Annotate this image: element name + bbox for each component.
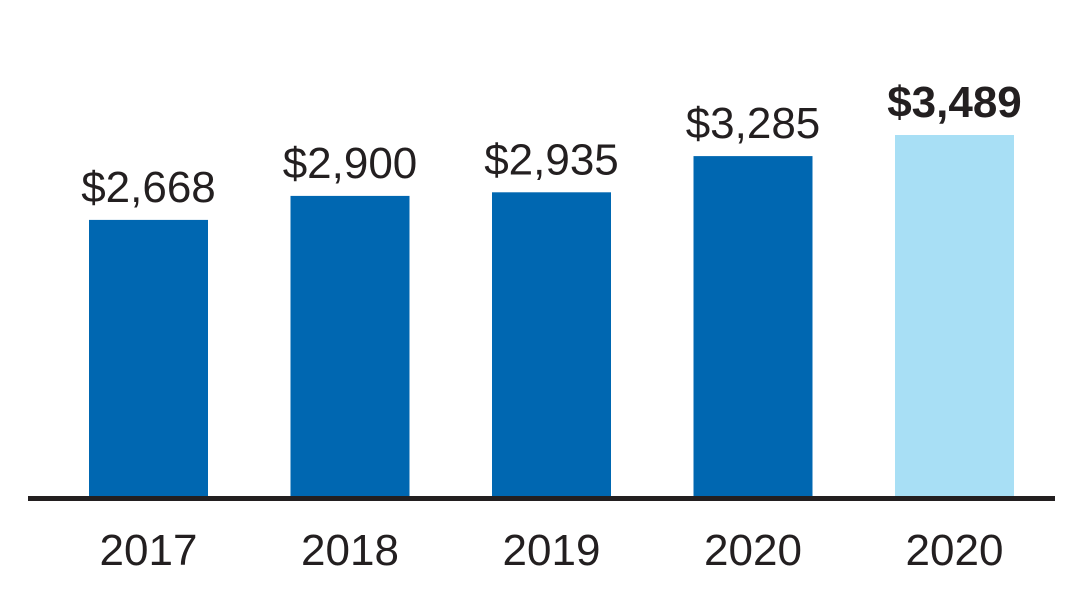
bars <box>89 135 1014 497</box>
x-tick-label-1: 2018 <box>301 526 399 575</box>
bar-2 <box>492 192 611 497</box>
bar-4 <box>895 135 1014 496</box>
x-axis-tick-labels: 2017 2018 2019 2020 2020 <box>100 526 1004 575</box>
x-tick-label-0: 2017 <box>100 526 198 575</box>
bar-1 <box>290 195 410 496</box>
bar-0 <box>89 219 208 496</box>
data-label-3: $3,285 <box>686 99 821 148</box>
data-labels: $2,668 $2,900 $2,935 $3,285 $3,489 <box>81 78 1022 212</box>
x-tick-label-2: 2019 <box>503 526 601 575</box>
data-label-1: $2,900 <box>283 139 418 188</box>
x-tick-label-4: 2020 <box>906 526 1004 575</box>
x-tick-label-3: 2020 <box>704 526 802 575</box>
data-label-2: $2,935 <box>484 135 619 184</box>
data-label-4: $3,489 <box>887 78 1022 127</box>
bar-3 <box>693 156 813 496</box>
data-label-0: $2,668 <box>81 163 216 212</box>
